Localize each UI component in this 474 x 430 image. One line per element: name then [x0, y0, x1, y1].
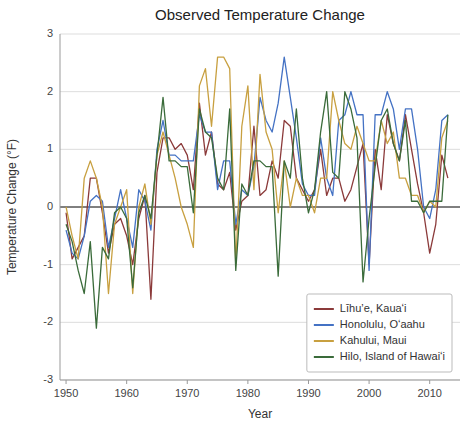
- y-axis-label: Temperature Change (°F): [5, 139, 19, 275]
- grid-line: [60, 380, 460, 381]
- title: Observed Temperature Change: [155, 6, 365, 23]
- y-tick-label: 1: [47, 142, 53, 154]
- legend: Līhuʼe, Kauaʻi Honolulu, Oʻaahu Kahului, M…: [307, 294, 452, 372]
- y-tick-label: -2: [43, 315, 53, 327]
- legend-swatch: [314, 340, 334, 342]
- x-tick-label: 2010: [417, 387, 441, 399]
- legend-swatch: [314, 308, 334, 310]
- y-tick-label: 2: [47, 85, 53, 97]
- chart: -3 -2 -1 0 1 2 3 1950 1960 1970 1980 1990 2000 2010 Ob…: [0, 0, 474, 430]
- x-axis-label: Year: [248, 407, 272, 421]
- legend-swatch: [314, 324, 334, 326]
- lines: [66, 57, 448, 328]
- background: [0, 0, 474, 430]
- x-tick: [369, 380, 370, 384]
- x-tick: [247, 380, 248, 384]
- y-axis: [60, 34, 61, 380]
- y-tick-label: -1: [43, 258, 53, 270]
- x-tick: [187, 380, 188, 384]
- grid-line: [60, 34, 460, 35]
- x-axis: [60, 380, 460, 381]
- legend-label: Kahului, Maui: [340, 334, 407, 346]
- x-tick: [66, 380, 67, 384]
- grid: [60, 34, 460, 380]
- grid-line: [60, 91, 460, 92]
- x-tick-label: 2000: [357, 387, 381, 399]
- legend-label: Honolulu, Oʻaahu: [340, 318, 425, 330]
- x-tick-label: 1980: [236, 387, 260, 399]
- y-tick-label: 0: [47, 200, 53, 212]
- legend-label: Līhuʼe, Kauaʻi: [340, 302, 407, 314]
- series-line: [66, 57, 448, 270]
- x-tick-label: 1950: [54, 387, 78, 399]
- y-tick-label: 3: [47, 27, 53, 39]
- x-tick: [429, 380, 430, 384]
- x-tick: [126, 380, 127, 384]
- x-tick-label: 1960: [114, 387, 138, 399]
- series-line: [66, 57, 448, 293]
- legend-label: Hilo, Island of Hawaiʻi: [340, 350, 445, 362]
- x-tick: [308, 380, 309, 384]
- grid-line: [60, 264, 460, 265]
- series-line: [66, 92, 448, 328]
- y-tick-label: -3: [43, 373, 53, 385]
- x-tick-label: 1970: [175, 387, 199, 399]
- legend-box: [307, 294, 452, 372]
- legend-swatch: [314, 356, 334, 358]
- x-tick-label: 1990: [296, 387, 320, 399]
